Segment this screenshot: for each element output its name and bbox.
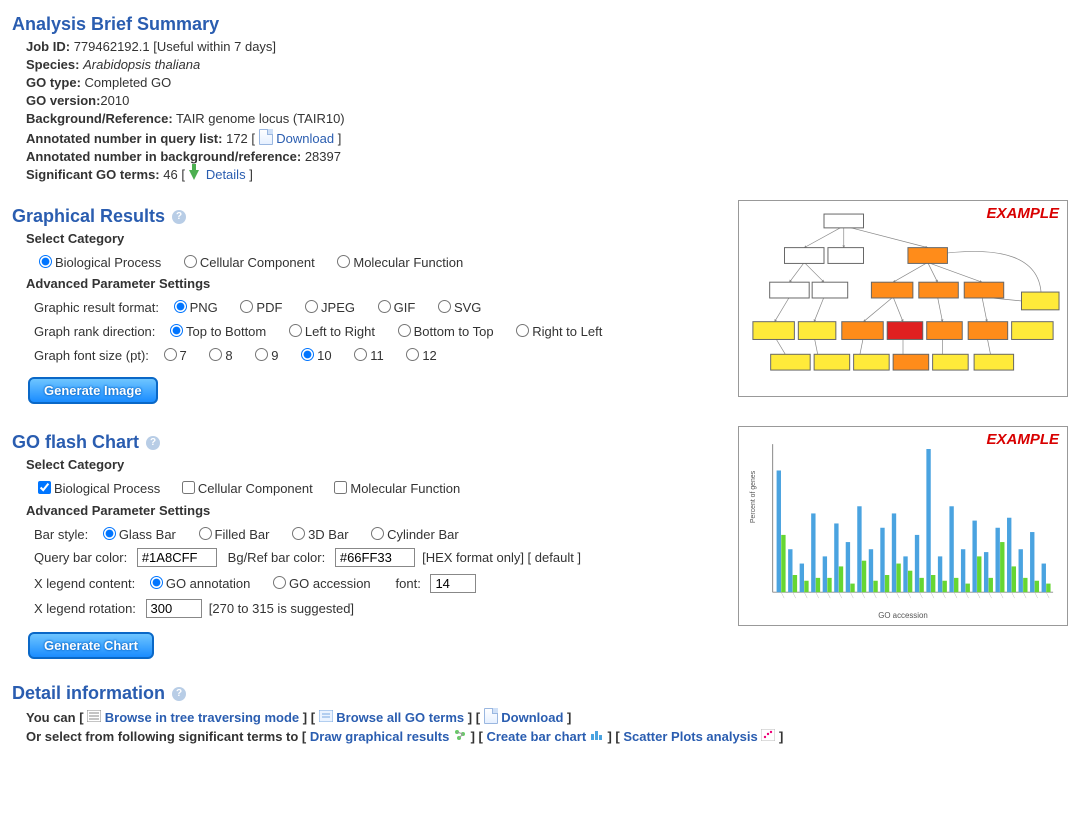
fs-8-radio[interactable]: [209, 348, 222, 361]
fmt-png-radio[interactable]: [174, 300, 187, 313]
format-label: Graphic result format:: [34, 300, 159, 315]
generate-chart-button[interactable]: Generate Chart: [28, 632, 154, 659]
create-bar-link[interactable]: Create bar chart: [486, 729, 586, 744]
select-category-head: Select Category: [26, 231, 708, 246]
ann-bg-label: Annotated number in background/reference…: [26, 149, 301, 164]
job-id-label: Job ID:: [26, 39, 70, 54]
help-icon[interactable]: ?: [172, 687, 186, 701]
cat-cell-radio[interactable]: [184, 255, 197, 268]
graph-example-box: EXAMPLE: [738, 200, 1068, 397]
bs-3d-radio[interactable]: [292, 527, 305, 540]
fs-9-radio[interactable]: [255, 348, 268, 361]
bar-icon: [590, 729, 604, 741]
summary-title: Analysis Brief Summary: [12, 14, 1068, 35]
details-arrow-icon: [189, 170, 199, 180]
xrot-label: X legend rotation:: [34, 601, 136, 616]
bs-cyl-radio[interactable]: [371, 527, 384, 540]
job-id-value: 779462192.1 [Useful within 7 days]: [74, 39, 276, 54]
fmt-gif-radio[interactable]: [378, 300, 391, 313]
rank-bt-radio[interactable]: [398, 324, 411, 337]
sig-label: Significant GO terms:: [26, 167, 160, 182]
font-input[interactable]: [430, 574, 476, 593]
flash-advanced-head: Advanced Parameter Settings: [26, 503, 708, 518]
bar-example-svg: Percent of genes GO accession: [745, 433, 1061, 623]
font-label: font:: [396, 576, 421, 591]
fs-7-radio[interactable]: [164, 348, 177, 361]
detail-line-1: You can [ Browse in tree traversing mode…: [26, 708, 1068, 725]
svg-text:Percent of genes: Percent of genes: [750, 470, 757, 523]
rank-tb-radio[interactable]: [170, 324, 183, 337]
go-type-label: GO type:: [26, 75, 81, 90]
list-icon: [319, 710, 333, 722]
species-value: Arabidopsis thaliana: [83, 57, 200, 72]
scatter-icon: [761, 729, 775, 741]
rank-lr-radio[interactable]: [289, 324, 302, 337]
graphical-title: Graphical Results ?: [12, 206, 708, 227]
qcolor-label: Query bar color:: [34, 550, 127, 565]
fs-12-radio[interactable]: [406, 348, 419, 361]
cat-bio-radio[interactable]: [39, 255, 52, 268]
bg-label: Background/Reference:: [26, 111, 173, 126]
sig-value: 46: [163, 167, 177, 182]
hex-note: [HEX format only] [ default ]: [422, 550, 581, 565]
flash-cat-cell-check[interactable]: [182, 481, 195, 494]
browse-all-link[interactable]: Browse all GO terms: [336, 710, 464, 725]
svg-text:GO accession: GO accession: [878, 611, 928, 620]
scatter-link[interactable]: Scatter Plots analysis: [623, 729, 757, 744]
bs-glass-radio[interactable]: [103, 527, 116, 540]
download-icon: [484, 708, 498, 724]
graph-icon: [453, 729, 467, 741]
rank-rl-radio[interactable]: [516, 324, 529, 337]
qcolor-input[interactable]: [137, 548, 217, 567]
xc-acc-radio[interactable]: [273, 576, 286, 589]
summary-block: Job ID: 779462192.1 [Useful within 7 day…: [26, 39, 1068, 182]
xrot-input[interactable]: [146, 599, 202, 618]
fmt-svg-radio[interactable]: [438, 300, 451, 313]
xc-anno-radio[interactable]: [150, 576, 163, 589]
go-type-value: Completed GO: [85, 75, 172, 90]
bcolor-label: Bg/Ref bar color:: [228, 550, 326, 565]
generate-image-button[interactable]: Generate Image: [28, 377, 158, 404]
rank-label: Graph rank direction:: [34, 324, 155, 339]
graph-example-svg: [745, 207, 1061, 387]
go-version-value: 2010: [100, 93, 129, 108]
xcontent-label: X legend content:: [34, 576, 135, 591]
bg-value: TAIR genome locus (TAIR10): [176, 111, 345, 126]
draw-graph-link[interactable]: Draw graphical results: [310, 729, 449, 744]
fontsize-label: Graph font size (pt):: [34, 348, 149, 363]
detail-line-2: Or select from following significant ter…: [26, 729, 1068, 744]
ann-query-value: 172: [226, 131, 248, 146]
flash-cat-mol-check[interactable]: [334, 481, 347, 494]
bs-filled-radio[interactable]: [199, 527, 212, 540]
bcolor-input[interactable]: [335, 548, 415, 567]
details-link[interactable]: Details: [206, 167, 246, 182]
download-query-link[interactable]: Download: [276, 131, 334, 146]
bar-style-label: Bar style:: [34, 527, 88, 542]
flash-select-category: Select Category: [26, 457, 708, 472]
fmt-pdf-radio[interactable]: [240, 300, 253, 313]
ann-query-label: Annotated number in query list:: [26, 131, 222, 146]
browse-tree-link[interactable]: Browse in tree traversing mode: [105, 710, 299, 725]
fmt-jpeg-radio[interactable]: [305, 300, 318, 313]
bar-example-box: EXAMPLE Percent of genes GO accession: [738, 426, 1068, 626]
category-radio-row: Biological Process Cellular Component Mo…: [34, 252, 708, 270]
download-link[interactable]: Download: [501, 710, 563, 725]
cat-mol-radio[interactable]: [337, 255, 350, 268]
go-version-label: GO version:: [26, 93, 100, 108]
species-label: Species:: [26, 57, 79, 72]
detail-title: Detail information ?: [12, 683, 1068, 704]
download-icon: [259, 129, 273, 145]
fs-11-radio[interactable]: [354, 348, 367, 361]
help-icon[interactable]: ?: [172, 210, 186, 224]
ann-bg-value: 28397: [305, 149, 341, 164]
advanced-head: Advanced Parameter Settings: [26, 276, 708, 291]
tree-icon: [87, 710, 101, 722]
flash-cat-bio-check[interactable]: [38, 481, 51, 494]
xrot-note: [270 to 315 is suggested]: [209, 601, 354, 616]
fs-10-radio[interactable]: [301, 348, 314, 361]
help-icon[interactable]: ?: [146, 436, 160, 450]
flash-title: GO flash Chart ?: [12, 432, 708, 453]
